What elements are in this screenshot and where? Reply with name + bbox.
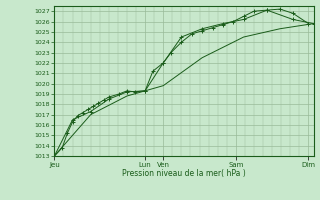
X-axis label: Pression niveau de la mer( hPa ): Pression niveau de la mer( hPa ) (122, 169, 246, 178)
